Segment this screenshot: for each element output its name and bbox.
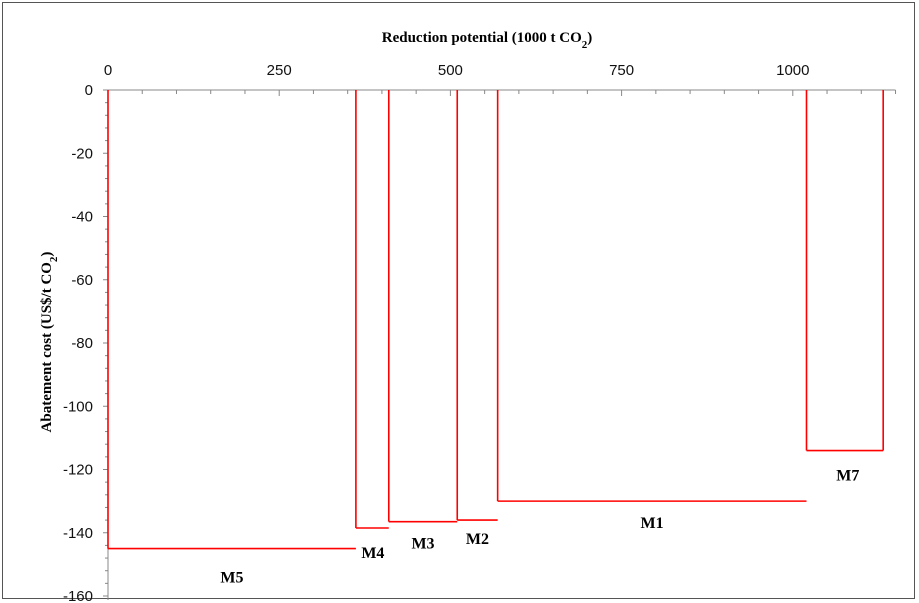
segment-label: M5	[220, 570, 243, 587]
y-tick-label: -20	[71, 145, 93, 162]
y-tick-label: -140	[63, 525, 93, 542]
y-tick-label: -60	[71, 272, 93, 289]
y-tick-label: -80	[71, 335, 93, 352]
x-tick-label: 750	[609, 62, 634, 79]
x-tick-label: 1000	[776, 62, 809, 79]
y-axis-title: Abatement cost (US$/t CO2)	[39, 252, 60, 433]
segment-label: M4	[361, 545, 384, 562]
segment-label: M7	[836, 468, 859, 485]
y-tick-label: -100	[63, 398, 93, 415]
x-tick-label: 0	[104, 62, 112, 79]
segment-label: M1	[641, 515, 664, 532]
y-tick-label: -120	[63, 462, 93, 479]
labels-layer: M5 M4 M3 M2 M1 M7	[220, 468, 859, 587]
segment-label: M3	[411, 536, 434, 553]
ticks-layer: 0 250 500 750 1000 0 -20 -40 -60 -80 -100 -120 -140 -…	[63, 62, 897, 603]
x-tick-label: 250	[267, 62, 292, 79]
y-tick-label: 0	[85, 82, 93, 99]
y-tick-label: -40	[71, 209, 93, 226]
steps-layer	[107, 90, 884, 550]
x-axis-title: Reduction potential (1000 t CO2)	[382, 30, 593, 51]
y-tick-label: -160	[63, 588, 93, 603]
x-tick-label: 500	[438, 62, 463, 79]
segment-label: M2	[466, 531, 489, 548]
